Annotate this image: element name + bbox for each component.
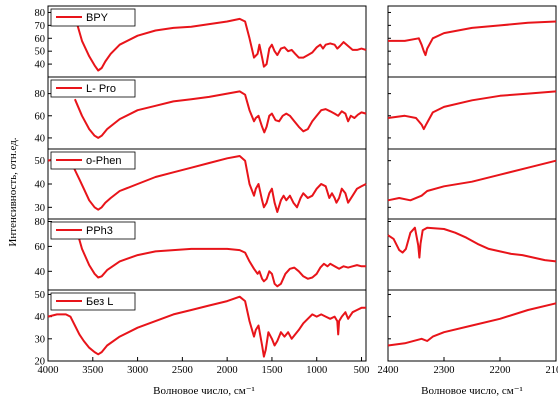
y-tick-label: 30 xyxy=(35,334,46,345)
series-line-right xyxy=(387,159,557,202)
y-tick-label: 40 xyxy=(35,60,46,71)
y-tick-label: 40 xyxy=(35,180,46,191)
y-tick-label: 50 xyxy=(35,156,46,167)
series-line-right xyxy=(387,226,557,263)
legend-label: PPh3 xyxy=(86,225,113,237)
y-tick-label: 80 xyxy=(35,217,46,228)
x-tick-label: 2400 xyxy=(378,365,399,376)
legend-box xyxy=(50,8,136,27)
x-tick-label: 2100 xyxy=(546,365,558,376)
y-tick-label: 80 xyxy=(35,8,46,19)
x-tick-label: 1000 xyxy=(306,365,327,376)
x-tick-label: 2200 xyxy=(490,365,511,376)
x-tick-label: 2000 xyxy=(217,365,238,376)
series-line-right xyxy=(388,20,557,57)
x-tick-label: 1500 xyxy=(261,365,282,376)
series-line-right xyxy=(387,302,557,347)
left-plot-frame xyxy=(47,289,367,362)
left-x-axis-label: Волновое число, см⁻¹ xyxy=(153,385,255,397)
y-tick-label: 40 xyxy=(35,267,46,278)
x-tick-label: 4000 xyxy=(38,365,59,376)
series-line-left xyxy=(47,295,366,358)
y-tick-label: 40 xyxy=(35,133,46,144)
legend-box xyxy=(50,151,136,170)
panel-4: 40 60 80 PPh3 xyxy=(35,217,557,291)
x-axes-layer: 4000 3500 3000 2500 2000 1500 1000 500 2400 2300 2… xyxy=(38,357,558,376)
right-x-axis-label: Волновое число, см⁻¹ xyxy=(421,385,523,397)
right-plot-frame xyxy=(387,148,557,220)
panel-3: 30 40 50 o-Phen xyxy=(35,148,557,220)
y-tick-label: 50 xyxy=(35,47,46,58)
legend-box xyxy=(50,292,136,311)
panel-5: 20 30 40 50 Без L xyxy=(35,289,557,368)
panel-1: 40 50 60 70 80 BPY xyxy=(35,5,557,78)
x-tick-label: 2300 xyxy=(434,365,455,376)
legend-label: o-Phen xyxy=(86,155,121,167)
y-tick-label: 70 xyxy=(35,21,46,32)
legend-label: BPY xyxy=(86,12,109,24)
legend-label: Без L xyxy=(86,296,113,308)
x-tick-label: 2500 xyxy=(172,365,193,376)
series-line-left xyxy=(73,90,367,139)
legend-box xyxy=(50,221,136,240)
series-line-left xyxy=(73,16,367,72)
panels-layer: 40 50 60 70 80 BPY 40 60 80 L- Pro 30 40 50 o-Phen 40 6… xyxy=(35,5,557,368)
panel-2: 40 60 80 L- Pro xyxy=(35,76,557,150)
x-tick-label: 500 xyxy=(354,365,370,376)
y-tick-label: 60 xyxy=(35,34,46,45)
series-line-left xyxy=(47,155,367,213)
y-tick-label: 20 xyxy=(35,357,46,368)
series-line-right xyxy=(387,90,557,131)
legend-label: L- Pro xyxy=(86,83,116,95)
y-tick-label: 60 xyxy=(35,242,46,253)
y-tick-label: 80 xyxy=(35,89,46,100)
legend-box xyxy=(50,79,136,98)
y-tick-label: 50 xyxy=(35,290,46,301)
y-axis-label: Интенсивность, отн.ед. xyxy=(7,137,19,246)
x-tick-label: 3500 xyxy=(82,365,103,376)
right-plot-frame xyxy=(387,5,557,78)
right-plot-frame xyxy=(387,76,557,150)
right-plot-frame xyxy=(387,289,557,362)
x-tick-label: 3000 xyxy=(127,365,148,376)
series-line-left xyxy=(73,223,366,288)
y-tick-label: 60 xyxy=(35,111,46,122)
y-tick-label: 30 xyxy=(35,203,46,214)
y-tick-label: 40 xyxy=(35,312,46,323)
